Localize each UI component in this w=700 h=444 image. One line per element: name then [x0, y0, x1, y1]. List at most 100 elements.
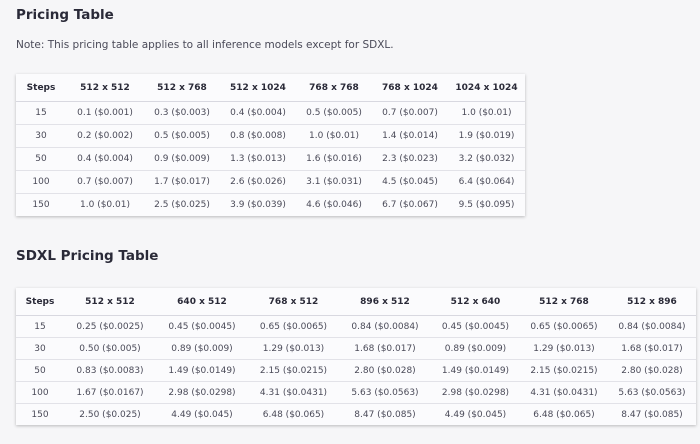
price-cell: 4.49 ($0.045)	[156, 403, 248, 425]
price-cell: 0.65 ($0.0065)	[520, 315, 608, 338]
table-row: 50 0.83 ($0.0083) 1.49 ($0.0149) 2.15 ($0.0…	[16, 359, 696, 382]
price-cell: 5.63 ($0.0563)	[339, 381, 431, 404]
steps-cell: 100	[16, 381, 64, 404]
column-header: 640 x 512	[156, 288, 248, 316]
price-cell: 0.45 ($0.0045)	[431, 315, 520, 338]
price-cell: 2.15 ($0.0215)	[520, 359, 608, 382]
price-cell: 0.2 ($0.002)	[66, 124, 144, 148]
steps-cell: 30	[16, 337, 64, 360]
price-cell: 1.6 ($0.016)	[296, 147, 372, 171]
price-cell: 6.4 ($0.064)	[448, 170, 525, 194]
price-cell: 0.84 ($0.0084)	[608, 315, 696, 338]
table-row: 150 1.0 ($0.01) 2.5 ($0.025) 3.9 ($0.039) 4.…	[16, 193, 525, 216]
column-header: 512 x 768	[144, 74, 220, 102]
column-header: Steps	[16, 288, 64, 316]
price-cell: 1.67 ($0.0167)	[64, 381, 156, 404]
price-cell: 0.5 ($0.005)	[144, 124, 220, 148]
price-cell: 2.98 ($0.0298)	[431, 381, 520, 404]
price-cell: 0.25 ($0.0025)	[64, 315, 156, 338]
column-header: 768 x 768	[296, 74, 372, 102]
price-cell: 0.7 ($0.007)	[372, 101, 448, 125]
price-cell: 0.8 ($0.008)	[220, 124, 296, 148]
steps-cell: 150	[16, 193, 66, 216]
price-cell: 2.50 ($0.025)	[64, 403, 156, 425]
price-cell: 1.0 ($0.01)	[296, 124, 372, 148]
steps-cell: 15	[16, 315, 64, 338]
price-cell: 0.65 ($0.0065)	[248, 315, 339, 338]
table-row: 50 0.4 ($0.004) 0.9 ($0.009) 1.3 ($0.013) 1.…	[16, 147, 525, 171]
steps-cell: 100	[16, 170, 66, 194]
steps-cell: 30	[16, 124, 66, 148]
sdxl-pricing-table-title: SDXL Pricing Table	[16, 248, 159, 264]
table-row: 150 2.50 ($0.025) 4.49 ($0.045) 6.48 ($0.06…	[16, 403, 696, 425]
price-cell: 0.89 ($0.009)	[156, 337, 248, 360]
column-header: 512 x 768	[520, 288, 608, 316]
price-cell: 1.0 ($0.01)	[66, 193, 144, 216]
steps-cell: 50	[16, 359, 64, 382]
price-cell: 1.9 ($0.019)	[448, 124, 525, 148]
price-cell: 0.9 ($0.009)	[144, 147, 220, 171]
table-row: 15 0.1 ($0.001) 0.3 ($0.003) 0.4 ($0.004) 0.…	[16, 101, 525, 125]
price-cell: 2.3 ($0.023)	[372, 147, 448, 171]
table-row: 30 0.2 ($0.002) 0.5 ($0.005) 0.8 ($0.008) 1.…	[16, 124, 525, 148]
price-cell: 0.7 ($0.007)	[66, 170, 144, 194]
price-cell: 0.4 ($0.004)	[66, 147, 144, 171]
price-cell: 0.84 ($0.0084)	[339, 315, 431, 338]
price-cell: 0.1 ($0.001)	[66, 101, 144, 125]
price-cell: 1.0 ($0.01)	[448, 101, 525, 125]
table-header-row: Steps 512 x 512 512 x 768 512 x 1024 768 x 7…	[16, 74, 525, 102]
table-header-row: Steps 512 x 512 640 x 512 768 x 512 896 x 51…	[16, 288, 696, 316]
table-row: 100 0.7 ($0.007) 1.7 ($0.017) 2.6 ($0.026) 3…	[16, 170, 525, 194]
price-cell: 3.1 ($0.031)	[296, 170, 372, 194]
pricing-table-title: Pricing Table	[16, 7, 114, 23]
price-cell: 1.29 ($0.013)	[520, 337, 608, 360]
column-header: 512 x 1024	[220, 74, 296, 102]
price-cell: 0.83 ($0.0083)	[64, 359, 156, 382]
price-cell: 2.6 ($0.026)	[220, 170, 296, 194]
price-cell: 2.15 ($0.0215)	[248, 359, 339, 382]
price-cell: 0.4 ($0.004)	[220, 101, 296, 125]
price-cell: 1.29 ($0.013)	[248, 337, 339, 360]
price-cell: 3.2 ($0.032)	[448, 147, 525, 171]
sdxl-pricing-table: Steps 512 x 512 640 x 512 768 x 512 896 x 51…	[16, 288, 696, 425]
column-header: 512 x 896	[608, 288, 696, 316]
price-cell: 0.45 ($0.0045)	[156, 315, 248, 338]
price-cell: 1.7 ($0.017)	[144, 170, 220, 194]
price-cell: 8.47 ($0.085)	[608, 403, 696, 425]
price-cell: 6.48 ($0.065)	[520, 403, 608, 425]
pricing-note: Note: This pricing table applies to all …	[16, 39, 394, 51]
column-header: 1024 x 1024	[448, 74, 525, 102]
price-cell: 0.89 ($0.009)	[431, 337, 520, 360]
price-cell: 5.63 ($0.0563)	[608, 381, 696, 404]
price-cell: 2.80 ($0.028)	[608, 359, 696, 382]
column-header: Steps	[16, 74, 66, 102]
price-cell: 2.80 ($0.028)	[339, 359, 431, 382]
price-cell: 4.5 ($0.045)	[372, 170, 448, 194]
column-header: 768 x 1024	[372, 74, 448, 102]
column-header: 512 x 512	[66, 74, 144, 102]
table-row: 15 0.25 ($0.0025) 0.45 ($0.0045) 0.65 ($0.0…	[16, 315, 696, 338]
price-cell: 4.49 ($0.045)	[431, 403, 520, 425]
column-header: 512 x 512	[64, 288, 156, 316]
price-cell: 1.68 ($0.017)	[608, 337, 696, 360]
price-cell: 4.6 ($0.046)	[296, 193, 372, 216]
price-cell: 3.9 ($0.039)	[220, 193, 296, 216]
price-cell: 9.5 ($0.095)	[448, 193, 525, 216]
pricing-table: Steps 512 x 512 512 x 768 512 x 1024 768 x 7…	[16, 74, 525, 216]
table-row: 30 0.50 ($0.005) 0.89 ($0.009) 1.29 ($0.013…	[16, 337, 696, 360]
table-row: 100 1.67 ($0.0167) 2.98 ($0.0298) 4.31 ($0.…	[16, 381, 696, 404]
steps-cell: 150	[16, 403, 64, 425]
column-header: 512 x 640	[431, 288, 520, 316]
price-cell: 1.49 ($0.0149)	[431, 359, 520, 382]
steps-cell: 50	[16, 147, 66, 171]
price-cell: 1.49 ($0.0149)	[156, 359, 248, 382]
steps-cell: 15	[16, 101, 66, 125]
price-cell: 6.48 ($0.065)	[248, 403, 339, 425]
price-cell: 2.98 ($0.0298)	[156, 381, 248, 404]
price-cell: 4.31 ($0.0431)	[520, 381, 608, 404]
price-cell: 4.31 ($0.0431)	[248, 381, 339, 404]
column-header: 768 x 512	[248, 288, 339, 316]
column-header: 896 x 512	[339, 288, 431, 316]
price-cell: 6.7 ($0.067)	[372, 193, 448, 216]
